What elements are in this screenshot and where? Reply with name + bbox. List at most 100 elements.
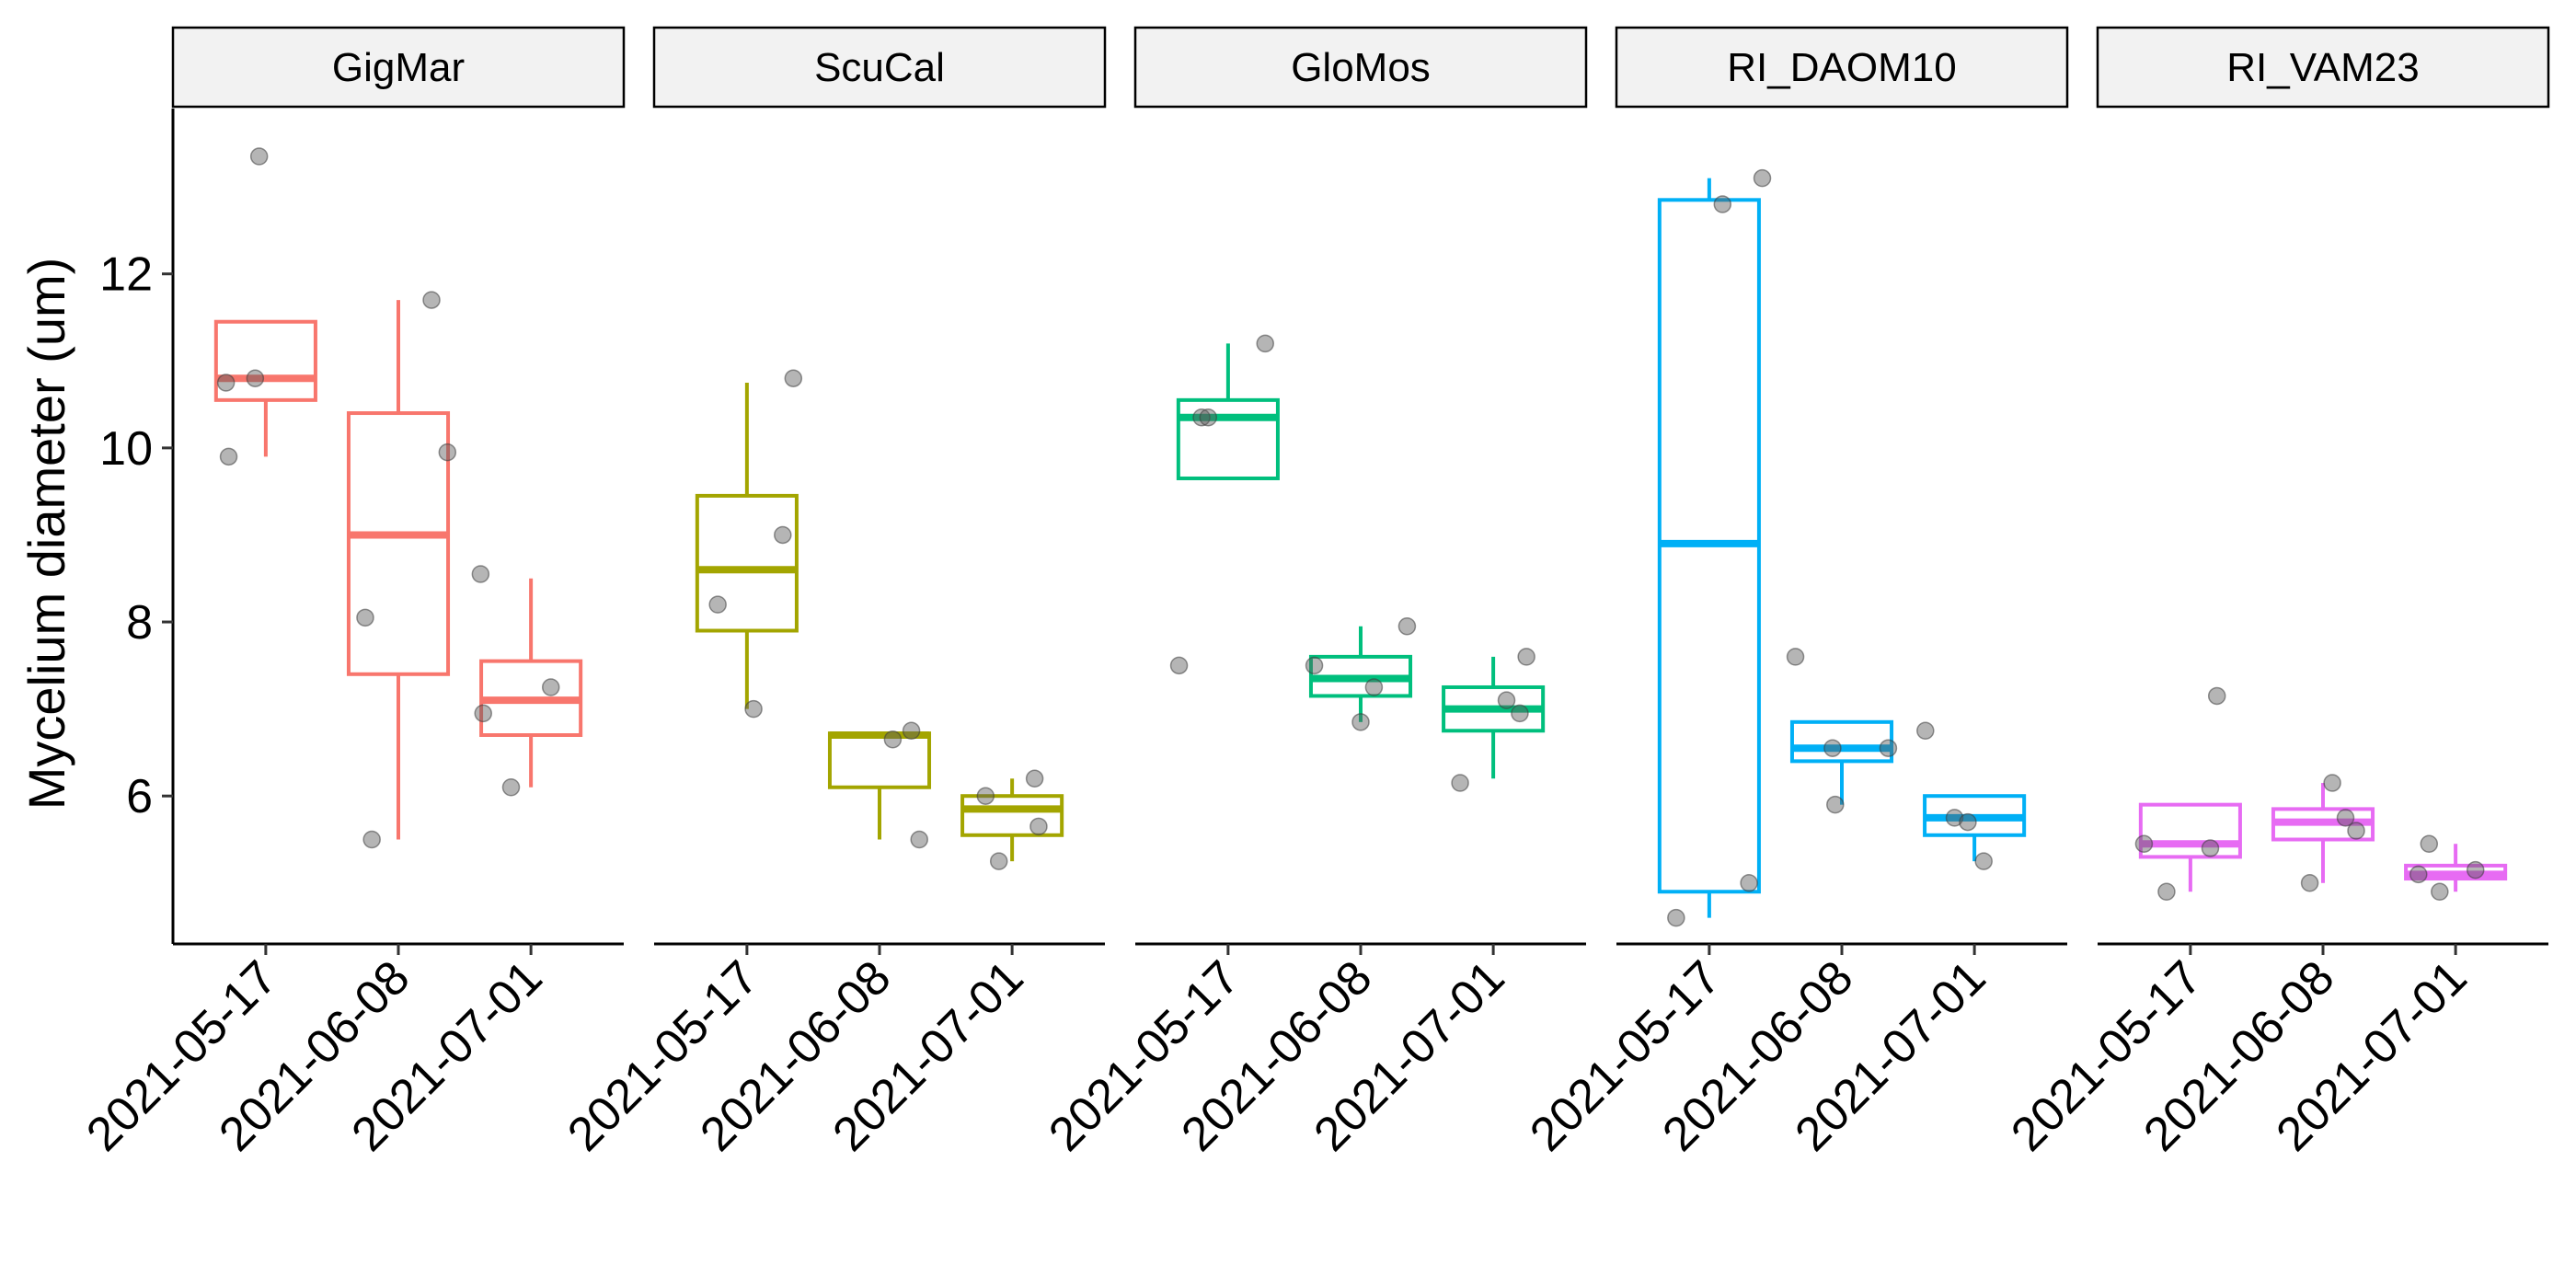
box-2021-06-08: [1789, 719, 1894, 805]
facet-strip-label: ScuCal: [814, 45, 945, 90]
data-point: [2466, 860, 2485, 880]
data-point: [883, 730, 903, 749]
data-point: [1916, 721, 1935, 741]
data-point: [989, 852, 1008, 870]
box-2021-06-08: [346, 300, 451, 840]
data-point: [1974, 852, 1993, 870]
data-point: [1511, 704, 1529, 723]
data-point: [501, 778, 521, 797]
facet-strip: [171, 26, 626, 109]
box-2021-07-01: [960, 778, 1064, 862]
data-point: [2431, 882, 2449, 901]
box-iqr: [2138, 802, 2242, 859]
box-iqr: [346, 411, 451, 676]
facet-strip-label: RI_VAM23: [2226, 45, 2420, 90]
box-2021-05-17: [1176, 343, 1280, 480]
data-point: [1451, 774, 1469, 792]
box-2021-07-01: [2404, 844, 2508, 892]
data-point: [2207, 686, 2226, 706]
data-point: [216, 374, 236, 392]
facet-strip: [652, 26, 1107, 109]
data-point: [471, 565, 490, 583]
data-point: [902, 721, 921, 741]
data-point: [2201, 839, 2220, 857]
data-point: [1823, 739, 1842, 757]
box-2021-06-08: [2271, 783, 2375, 883]
data-point: [2409, 865, 2428, 884]
box-iqr: [1176, 397, 1280, 480]
data-point: [1945, 809, 1964, 827]
box-2021-07-01: [1442, 656, 1546, 779]
box-2021-07-01: [479, 578, 583, 788]
facet-strip: [1615, 26, 2069, 109]
data-point: [1713, 195, 1732, 213]
data-point: [2157, 882, 2176, 901]
y-tick-label: 8: [126, 596, 153, 650]
y-tick-label: 12: [99, 248, 153, 302]
data-point: [976, 787, 995, 805]
box-2021-06-08: [827, 731, 932, 840]
data-point: [1517, 648, 1535, 666]
data-point: [1497, 691, 1516, 709]
data-point: [744, 699, 763, 719]
box-2021-07-01: [1923, 794, 2027, 862]
box-iqr: [960, 794, 1064, 837]
data-point: [1879, 739, 1898, 757]
data-point: [541, 678, 560, 696]
data-point: [1959, 812, 1977, 832]
data-point: [246, 369, 265, 387]
data-point: [356, 608, 374, 627]
y-tick-label: 6: [126, 770, 153, 823]
data-point: [2420, 834, 2439, 853]
facet-strip: [2096, 26, 2550, 109]
box-iqr: [1789, 719, 1894, 764]
data-point: [774, 525, 792, 545]
data-point: [1786, 648, 1805, 666]
data-point: [1740, 874, 1758, 892]
data-point: [708, 595, 727, 614]
data-point: [1753, 168, 1772, 188]
data-point: [1169, 656, 1189, 675]
box-iqr: [827, 731, 932, 789]
data-point: [2300, 874, 2319, 892]
data-point: [362, 830, 381, 849]
data-point: [1364, 678, 1384, 696]
data-point: [1667, 908, 1685, 927]
box-2021-05-17: [695, 382, 799, 709]
facet-strip-label: RI_DAOM10: [1727, 45, 1956, 90]
data-point: [1199, 408, 1218, 427]
data-point: [1826, 795, 1845, 814]
data-point: [2323, 774, 2341, 792]
data-point: [1025, 769, 1044, 788]
box-2021-06-08: [1308, 626, 1413, 722]
data-point: [910, 830, 928, 849]
y-axis-title: Mycelium diameter (um): [17, 258, 75, 811]
box-2021-05-17: [2138, 802, 2242, 892]
data-point: [438, 443, 457, 462]
box-iqr: [695, 493, 799, 633]
data-point: [1192, 408, 1211, 427]
box-2021-05-17: [1657, 178, 1761, 918]
data-point: [1029, 817, 1048, 836]
data-point: [2134, 834, 2154, 853]
data-point: [219, 447, 238, 466]
data-point: [474, 704, 492, 723]
y-tick-label: 10: [99, 422, 153, 476]
data-point: [1351, 713, 1370, 731]
data-point: [2336, 809, 2355, 827]
facet-strip: [1133, 26, 1588, 109]
data-point: [1256, 334, 1274, 353]
data-point: [784, 369, 803, 387]
data-point: [249, 147, 269, 166]
facet-strip-label: GigMar: [332, 45, 465, 90]
data-point: [1305, 656, 1324, 675]
data-point: [422, 291, 441, 309]
facet-strip-label: GloMos: [1291, 45, 1431, 90]
